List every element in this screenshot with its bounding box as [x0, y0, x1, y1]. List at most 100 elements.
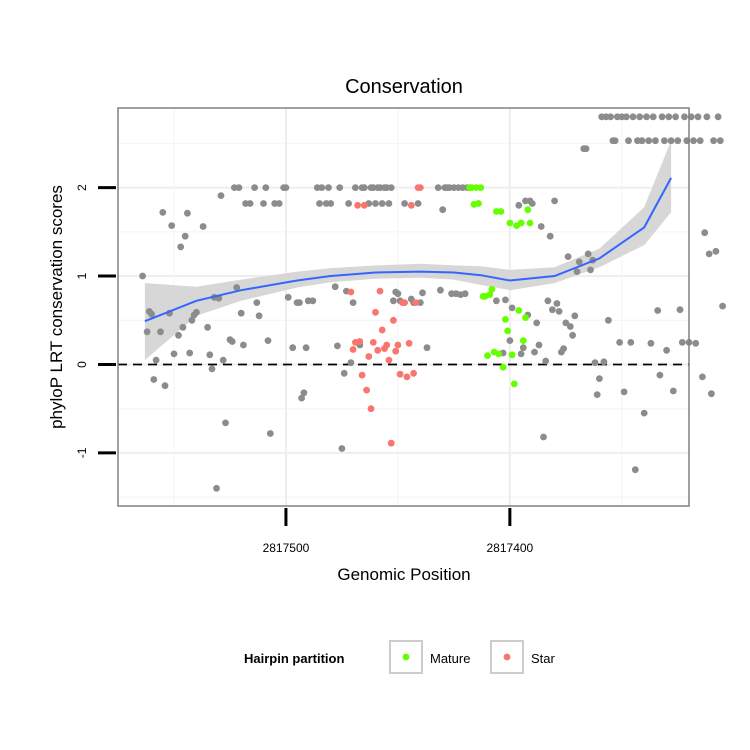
- data-point-star: [392, 347, 400, 355]
- data-point-other: [560, 345, 567, 352]
- data-point-mature: [519, 337, 527, 344]
- data-point-other: [439, 206, 447, 214]
- data-point-other: [546, 232, 554, 240]
- data-point-other: [605, 316, 612, 324]
- data-point-other: [519, 344, 527, 352]
- data-point-other: [645, 137, 653, 145]
- data-point-other: [712, 247, 720, 255]
- data-point-other: [535, 341, 543, 349]
- data-point-star: [416, 184, 424, 192]
- data-point-mature: [526, 219, 534, 227]
- data-point-mature: [515, 307, 523, 314]
- data-point-other: [139, 272, 147, 280]
- data-point-mature: [475, 200, 482, 207]
- data-point-star: [394, 341, 402, 349]
- data-point-other: [600, 358, 608, 366]
- data-point-other: [656, 371, 664, 379]
- data-point-other: [654, 307, 662, 314]
- data-point-other: [327, 200, 335, 207]
- data-point-other: [678, 339, 686, 346]
- data-point-mature: [522, 314, 529, 321]
- data-point-other: [571, 312, 579, 320]
- data-point-other: [566, 323, 574, 330]
- legend-title: Hairpin partition: [244, 651, 344, 666]
- data-point-star: [365, 353, 373, 360]
- data-point-other: [338, 445, 346, 452]
- data-point-other: [300, 389, 308, 397]
- data-point-other: [611, 137, 619, 145]
- data-point-star: [374, 346, 382, 354]
- data-point-other: [640, 409, 648, 417]
- data-point-other: [331, 283, 339, 291]
- data-point-star: [401, 299, 408, 306]
- data-point-other: [549, 306, 556, 314]
- data-point-other: [159, 209, 167, 216]
- data-point-star: [354, 201, 361, 209]
- data-point-mature: [497, 208, 505, 215]
- data-point-other: [340, 369, 348, 377]
- data-point-other: [696, 137, 704, 145]
- data-point-other: [658, 113, 666, 121]
- data-point-other: [336, 184, 344, 192]
- data-point-other: [705, 250, 713, 258]
- data-point-other: [703, 113, 711, 121]
- data-point-other: [551, 197, 558, 205]
- data-point-other: [235, 184, 243, 192]
- data-point-star: [387, 439, 395, 447]
- data-point-other: [716, 137, 724, 145]
- y-axis-title: phyloP LRT conservation scores: [47, 185, 66, 429]
- data-point-other: [316, 200, 323, 207]
- data-point-other: [555, 308, 563, 315]
- data-point-other: [199, 223, 207, 230]
- data-point-other: [622, 113, 630, 121]
- data-point-mature: [504, 327, 511, 335]
- data-point-other: [661, 137, 668, 145]
- x-tick-label: 2817400: [487, 541, 534, 555]
- chart-title: Conservation: [345, 76, 463, 98]
- data-point-other: [325, 184, 332, 192]
- data-point-star: [403, 373, 411, 381]
- data-point-other: [508, 304, 516, 312]
- data-point-other: [708, 390, 715, 398]
- data-point-other: [387, 184, 395, 192]
- data-point-other: [690, 137, 697, 145]
- data-point-other: [161, 382, 169, 390]
- data-point-other: [246, 200, 254, 207]
- data-point-other: [251, 184, 258, 192]
- data-point-other: [150, 376, 158, 383]
- legend-label-star: Star: [531, 651, 556, 666]
- data-point-mature: [484, 352, 491, 359]
- data-point-mature: [510, 380, 518, 388]
- data-point-other: [434, 184, 442, 192]
- data-point-other: [414, 200, 422, 207]
- legend: Hairpin partition Mature Star: [244, 640, 556, 674]
- data-point-other: [437, 286, 444, 294]
- data-point-other: [193, 308, 200, 316]
- data-point-star: [412, 299, 420, 306]
- data-point-other: [643, 113, 650, 121]
- data-point-other: [625, 137, 632, 145]
- data-point-other: [620, 388, 628, 396]
- data-point-other: [289, 344, 297, 352]
- data-point-other: [284, 293, 292, 301]
- data-point-other: [282, 184, 290, 192]
- data-point-other: [714, 113, 722, 121]
- data-point-other: [627, 339, 635, 346]
- data-point-other: [663, 346, 670, 354]
- data-point-other: [676, 306, 684, 314]
- data-point-other: [170, 350, 178, 358]
- data-point-other: [352, 184, 359, 192]
- data-point-other: [672, 113, 679, 121]
- data-point-other: [334, 342, 341, 350]
- data-point-other: [575, 258, 583, 266]
- data-point-other: [204, 323, 212, 331]
- data-point-other: [309, 297, 317, 305]
- data-point-other: [719, 302, 726, 310]
- data-point-mature: [524, 206, 532, 214]
- data-point-other: [347, 359, 355, 367]
- data-point-other: [631, 466, 639, 474]
- data-point-other: [260, 200, 267, 207]
- data-point-other: [264, 337, 272, 344]
- data-point-star: [376, 287, 384, 295]
